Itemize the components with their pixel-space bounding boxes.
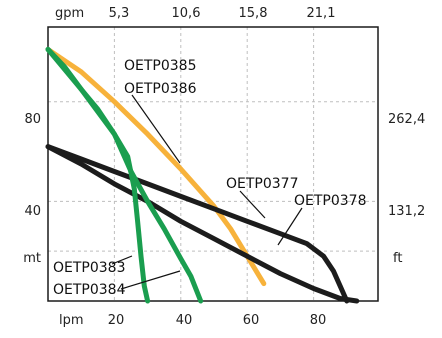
right-tick-label: 262,4 <box>388 112 425 127</box>
series-label-oetp0377: OETP0377 <box>226 176 299 192</box>
top-tick-label: 10,6 <box>172 6 201 21</box>
left-axis-unit: mt <box>23 251 41 266</box>
left-tick-label: 40 <box>24 204 41 219</box>
series-label-oetp0378: OETP0378 <box>294 193 367 209</box>
bottom-tick-label: 20 <box>108 313 125 328</box>
series-label-oetp0383: OETP0383 <box>53 260 126 276</box>
series-line-oetp0385-oetp0386 <box>45 46 267 287</box>
top-tick-label: 5,3 <box>109 6 130 21</box>
top-tick-label: 15,8 <box>239 6 268 21</box>
leader-line-oetp0385 <box>131 94 181 164</box>
series-line-oetp0378 <box>45 144 360 304</box>
bottom-tick-label: 40 <box>176 313 193 328</box>
series-line-oetp0384 <box>45 46 204 304</box>
top-axis-unit: gpm <box>55 6 84 21</box>
leader-line-oetp0377 <box>239 190 266 219</box>
top-tick-label: 21,1 <box>307 6 336 21</box>
bottom-axis-unit: lpm <box>59 313 84 328</box>
bottom-tick-label: 80 <box>310 313 327 328</box>
left-tick-label: 80 <box>24 112 41 127</box>
series-label-oetp0386: OETP0386 <box>124 81 197 97</box>
leader-line-oetp0378 <box>277 207 303 246</box>
leader-line-oetp0384 <box>120 270 181 290</box>
leader-line-oetp0383 <box>111 255 133 265</box>
series-label-oetp0384: OETP0384 <box>53 282 126 298</box>
series-layer <box>45 46 360 304</box>
right-axis-unit: ft <box>393 251 402 266</box>
bottom-tick-label: 60 <box>243 313 260 328</box>
right-tick-label: 131,2 <box>388 204 425 219</box>
series-label-oetp0385: OETP0385 <box>124 58 197 74</box>
series-line-oetp0377 <box>45 144 350 304</box>
plot-frame <box>47 26 379 302</box>
